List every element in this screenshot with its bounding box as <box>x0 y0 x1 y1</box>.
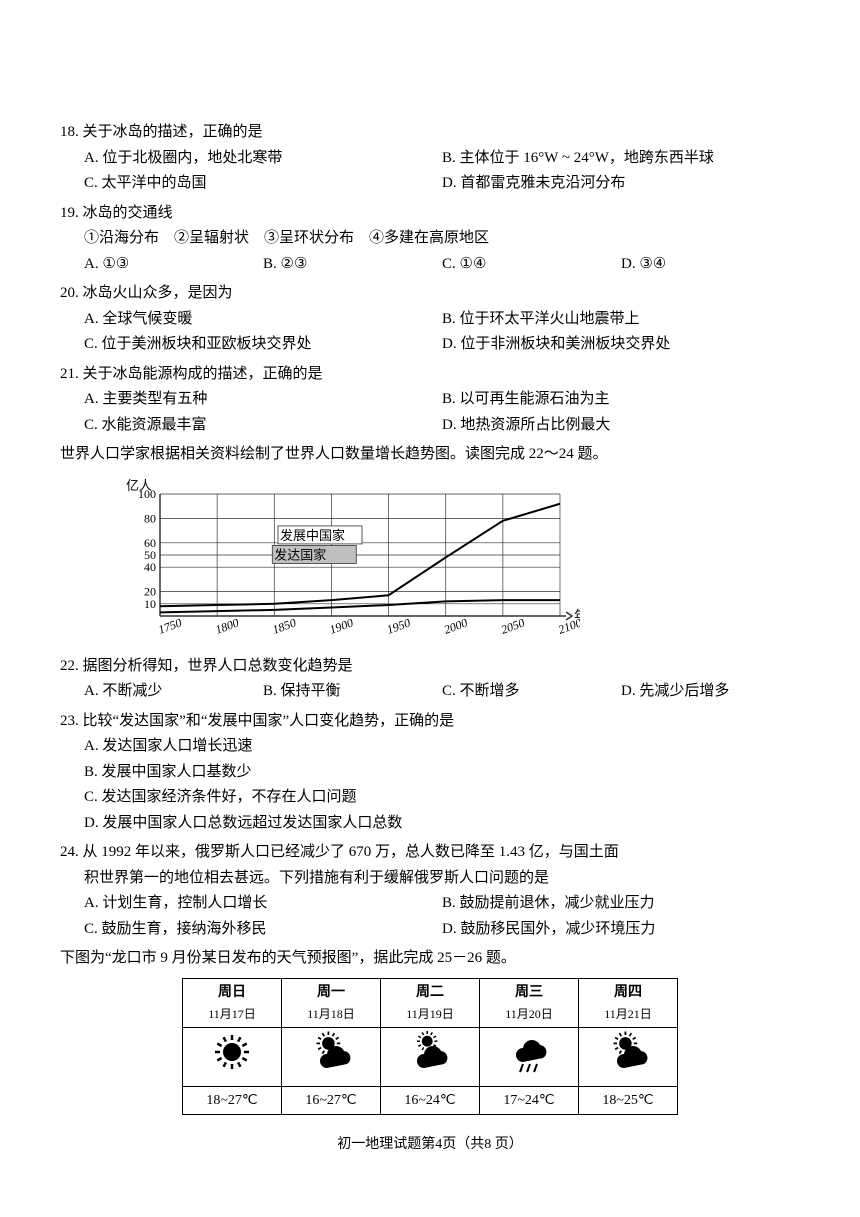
q23-stem: 23. 比较“发达国家”和“发展中国家”人口变化趋势，正确的是 <box>60 709 800 735</box>
question-20: 20. 冰岛火山众多，是因为 A. 全球气候变暖 B. 位于环太平洋火山地震带上… <box>60 281 800 358</box>
q19-opt-c: C. ①④ <box>442 252 621 278</box>
q18-stem: 18. 关于冰岛的描述，正确的是 <box>60 120 800 146</box>
weather-day-header: 周一11月18日 <box>282 978 381 1027</box>
q22-opt-a: A. 不断减少 <box>84 679 263 705</box>
svg-text:20: 20 <box>144 584 156 598</box>
weather-icon-rain <box>480 1027 579 1086</box>
q24-opt-b: B. 鼓励提前退休，减少就业压力 <box>442 891 800 917</box>
question-19: 19. 冰岛的交通线 ①沿海分布 ②呈辐射状 ③呈环状分布 ④多建在高原地区 A… <box>60 201 800 278</box>
weather-temp: 18~27℃ <box>183 1086 282 1115</box>
q21-opt-d: D. 地热资源所占比例最大 <box>442 413 800 439</box>
weather-day-header: 周三11月20日 <box>480 978 579 1027</box>
weather-forecast-table: 周日11月17日周一11月18日周二11月19日周三11月20日周四11月21日… <box>182 978 678 1116</box>
svg-text:1850: 1850 <box>271 615 298 636</box>
weather-temp: 16~27℃ <box>282 1086 381 1115</box>
svg-text:1900: 1900 <box>328 615 355 636</box>
q24-opt-a: A. 计划生育，控制人口增长 <box>84 891 442 917</box>
population-chart: 亿人10204050608010017501800185019001950200… <box>120 476 800 646</box>
svg-text:80: 80 <box>144 511 156 525</box>
q24-stem2: 积世界第一的地位相去甚远。下列措施有利于缓解俄罗斯人口问题的是 <box>84 866 800 892</box>
q18-opt-b: B. 主体位于 16°W ~ 24°W，地跨东西半球 <box>442 146 800 172</box>
svg-text:40: 40 <box>144 560 156 574</box>
svg-text:1800: 1800 <box>213 615 240 636</box>
q21-opt-c: C. 水能资源最丰富 <box>84 413 442 439</box>
q18-opt-a: A. 位于北极圈内，地处北寒带 <box>84 146 442 172</box>
q22-opt-d: D. 先减少后增多 <box>621 679 800 705</box>
weather-day-header: 周日11月17日 <box>183 978 282 1027</box>
q19-opt-d: D. ③④ <box>621 252 800 278</box>
q20-opt-c: C. 位于美洲板块和亚欧板块交界处 <box>84 332 442 358</box>
weather-icon-sunny <box>183 1027 282 1086</box>
question-24: 24. 从 1992 年以来，俄罗斯人口已经减少了 670 万，总人数已降至 1… <box>60 840 800 942</box>
weather-icon-partly-cloudy <box>282 1027 381 1086</box>
question-21: 21. 关于冰岛能源构成的描述，正确的是 A. 主要类型有五种 B. 以可再生能… <box>60 362 800 439</box>
q19-stem: 19. 冰岛的交通线 <box>60 201 800 227</box>
q18-opt-d: D. 首都雷克雅未克沿河分布 <box>442 171 800 197</box>
q18-opt-c: C. 太平洋中的岛国 <box>84 171 442 197</box>
weather-day-header: 周四11月21日 <box>579 978 678 1027</box>
q20-opt-d: D. 位于非洲板块和美洲板块交界处 <box>442 332 800 358</box>
q24-opt-d: D. 鼓励移民国外，减少环境压力 <box>442 917 800 943</box>
svg-text:100: 100 <box>138 487 156 501</box>
svg-text:2050: 2050 <box>499 615 526 636</box>
q21-stem: 21. 关于冰岛能源构成的描述，正确的是 <box>60 362 800 388</box>
svg-text:50: 50 <box>144 548 156 562</box>
q20-stem: 20. 冰岛火山众多，是因为 <box>60 281 800 307</box>
svg-text:60: 60 <box>144 535 156 549</box>
q23-opt-a: A. 发达国家人口增长迅速 <box>84 734 800 760</box>
question-23: 23. 比较“发达国家”和“发展中国家”人口变化趋势，正确的是 A. 发达国家人… <box>60 709 800 837</box>
weather-temp: 18~25℃ <box>579 1086 678 1115</box>
q24-opt-c: C. 鼓励生育，接纳海外移民 <box>84 917 442 943</box>
svg-text:1750: 1750 <box>156 615 183 636</box>
svg-text:10: 10 <box>144 596 156 610</box>
q23-opt-b: B. 发展中国家人口基数少 <box>84 760 800 786</box>
question-18: 18. 关于冰岛的描述，正确的是 A. 位于北极圈内，地处北寒带 B. 主体位于… <box>60 120 800 197</box>
q19-opt-b: B. ②③ <box>263 252 442 278</box>
q19-opt-a: A. ①③ <box>84 252 263 278</box>
q21-opt-a: A. 主要类型有五种 <box>84 387 442 413</box>
intro-25-26: 下图为“龙口市 9 月份某日发布的天气预报图”，据此完成 25－26 题。 <box>60 946 800 972</box>
q21-opt-b: B. 以可再生能源石油为主 <box>442 387 800 413</box>
q19-sub: ①沿海分布 ②呈辐射状 ③呈环状分布 ④多建在高原地区 <box>84 226 800 252</box>
q20-opt-a: A. 全球气候变暖 <box>84 307 442 333</box>
svg-text:发达国家: 发达国家 <box>274 547 326 562</box>
q24-stem: 24. 从 1992 年以来，俄罗斯人口已经减少了 670 万，总人数已降至 1… <box>60 840 800 866</box>
q20-opt-b: B. 位于环太平洋火山地震带上 <box>442 307 800 333</box>
page-footer: 初一地理试题第4页（共8 页） <box>60 1133 800 1157</box>
svg-text:年: 年 <box>574 608 580 623</box>
q22-opt-b: B. 保持平衡 <box>263 679 442 705</box>
q22-opt-c: C. 不断增多 <box>442 679 621 705</box>
q23-opt-c: C. 发达国家经济条件好，不存在人口问题 <box>84 785 800 811</box>
q22-stem: 22. 据图分析得知，世界人口总数变化趋势是 <box>60 654 800 680</box>
weather-temp: 17~24℃ <box>480 1086 579 1115</box>
population-chart-svg: 亿人10204050608010017501800185019001950200… <box>120 476 580 646</box>
weather-temp: 16~24℃ <box>381 1086 480 1115</box>
q23-opt-d: D. 发展中国家人口总数远超过发达国家人口总数 <box>84 811 800 837</box>
svg-text:2000: 2000 <box>442 615 469 636</box>
weather-day-header: 周二11月19日 <box>381 978 480 1027</box>
svg-text:1950: 1950 <box>385 615 412 636</box>
svg-text:发展中国家: 发展中国家 <box>280 527 345 542</box>
intro-22-24: 世界人口学家根据相关资料绘制了世界人口数量增长趋势图。读图完成 22～24 题。 <box>60 442 800 468</box>
weather-icon-partly-cloudy <box>579 1027 678 1086</box>
weather-icon-cloudy-sun <box>381 1027 480 1086</box>
question-22: 22. 据图分析得知，世界人口总数变化趋势是 A. 不断减少 B. 保持平衡 C… <box>60 654 800 705</box>
